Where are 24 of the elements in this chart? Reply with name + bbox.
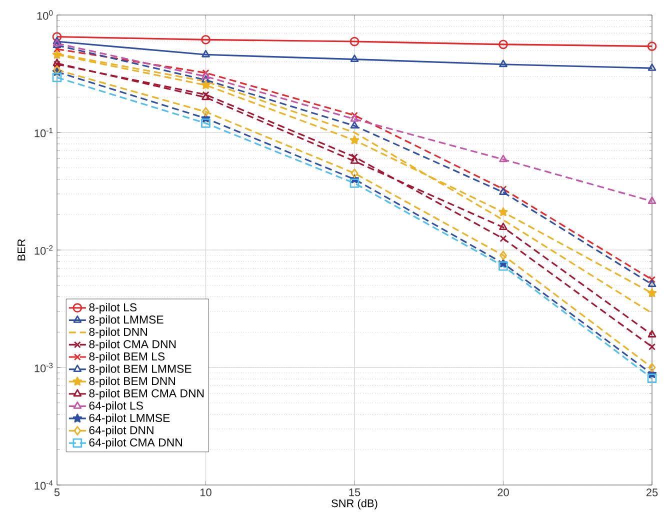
x-tick-label: 10 bbox=[200, 488, 212, 496]
x-tick-label: 15 bbox=[349, 488, 360, 496]
legend-label: 8-pilot CMA DNN bbox=[89, 340, 176, 351]
y-tick-label: 10$^{-3}$ bbox=[34, 362, 53, 372]
x-axis-title: SNR (dB) bbox=[332, 499, 378, 510]
x-tick-label: 5 bbox=[54, 488, 60, 496]
y-axis-title: BER bbox=[18, 239, 26, 260]
y-tick-label: 10$^{0}$ bbox=[37, 10, 53, 20]
legend-label: 8-pilot BEM LS bbox=[89, 352, 165, 363]
legend-label: 8-pilot LMMSE bbox=[89, 315, 164, 326]
legend-label: 64-pilot CMA DNN bbox=[89, 438, 182, 449]
legend-label: 64-pilot DNN bbox=[89, 426, 154, 437]
legend-label: 8-pilot LS bbox=[89, 302, 137, 314]
legend-label: 8-pilot BEM LMMSE bbox=[89, 364, 192, 376]
x-tick-label: 20 bbox=[498, 488, 509, 496]
legend-label: 8-pilot DNN bbox=[89, 328, 147, 338]
y-tick-label: 10$^{-2}$ bbox=[34, 245, 53, 255]
legend-label: 8-pilot BEM DNN bbox=[89, 376, 175, 388]
legend-label: 64-pilot LS bbox=[89, 401, 143, 412]
y-tick-label: 10$^{-4}$ bbox=[34, 480, 53, 490]
y-tick-label: 10$^{-1}$ bbox=[34, 128, 53, 138]
legend-label: 64-pilot LMMSE bbox=[89, 414, 170, 424]
legend-label: 8-pilot BEM CMA DNN bbox=[89, 388, 204, 400]
x-tick-label: 25 bbox=[646, 488, 658, 496]
